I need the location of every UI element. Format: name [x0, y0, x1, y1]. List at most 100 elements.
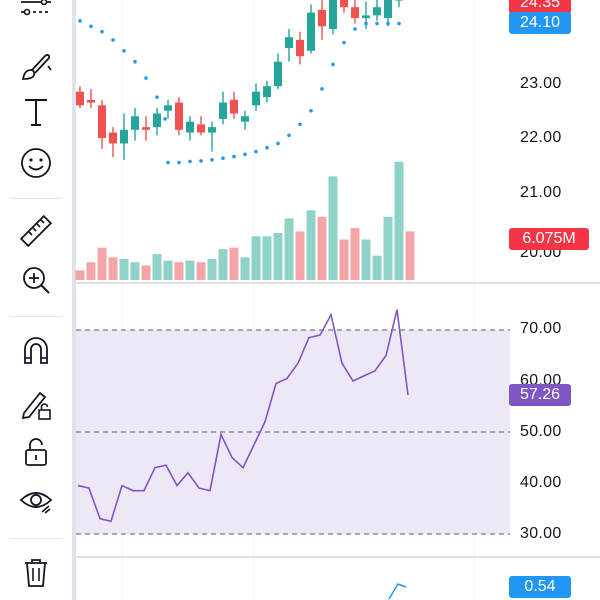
psar-dot — [144, 76, 148, 80]
panel-separator[interactable] — [76, 282, 600, 284]
psar-dot — [375, 21, 379, 26]
emoji-tool-button[interactable] — [14, 141, 58, 185]
rsi-axis-tick: 40.00 — [520, 474, 562, 491]
psar-dot — [276, 141, 280, 146]
volume-bar — [350, 228, 360, 280]
candle-body — [384, 0, 392, 19]
candle-body — [395, 0, 403, 1]
candle-body — [142, 127, 150, 130]
psar-dot — [342, 40, 346, 45]
volume-bar — [152, 254, 162, 280]
psar-dot — [364, 21, 368, 26]
brush-icon — [21, 54, 52, 80]
volume-bar — [262, 236, 272, 280]
volume-bar — [240, 257, 250, 280]
volume-bar — [405, 231, 415, 280]
trend-line-tool-button[interactable] — [14, 0, 58, 32]
candle-body — [252, 91, 260, 106]
volume-bar — [273, 233, 283, 280]
rsi-axis-tick: 30.00 — [520, 525, 562, 542]
bottom-indicator-panel — [388, 583, 407, 600]
rsi-panel — [76, 309, 510, 535]
psar-dot — [122, 49, 126, 53]
volume-bar — [229, 247, 239, 280]
toolbar-separator — [10, 538, 62, 539]
candle-body — [329, 0, 337, 30]
psar-dot — [163, 117, 167, 121]
bottom-indicator-line — [388, 583, 407, 600]
candle-body — [197, 124, 205, 133]
volume-bar — [361, 239, 371, 280]
psar-dot — [221, 156, 225, 160]
psar-dot — [166, 160, 170, 165]
text-tool-button[interactable] — [14, 90, 58, 134]
emoji-icon — [21, 148, 51, 178]
volume-bar — [108, 257, 118, 280]
psar-dot — [254, 149, 258, 154]
candle-body — [373, 7, 381, 16]
candle-body — [219, 102, 227, 119]
volume-bar — [284, 218, 294, 280]
price-high-badge: 24.35 — [509, 0, 571, 14]
rsi-axis-tick: 70.00 — [520, 320, 562, 337]
delete-drawings-button[interactable] — [14, 550, 58, 594]
candle-body — [340, 0, 348, 8]
candle-body — [274, 61, 282, 87]
unlock-button[interactable] — [14, 430, 58, 474]
psar-dot — [210, 158, 214, 162]
ruler-icon — [19, 214, 53, 248]
magnet-tool-button[interactable] — [14, 328, 58, 372]
psar-dot — [353, 27, 357, 31]
drawing-toolbar — [0, 0, 72, 600]
volume-bar — [317, 216, 327, 280]
ruler-tool-button[interactable] — [14, 209, 58, 253]
candle-body — [285, 37, 293, 49]
volume-bar — [295, 231, 305, 280]
psar-dot — [155, 95, 159, 99]
candle-body — [296, 39, 304, 57]
candle-body — [164, 105, 172, 111]
zoom-in-icon — [23, 267, 50, 294]
candle-body — [208, 127, 216, 133]
volume-bar — [119, 258, 129, 280]
volume-bar — [328, 176, 338, 280]
candle-body — [109, 132, 117, 144]
toolbar-divider[interactable] — [72, 0, 76, 600]
psar-dot — [133, 59, 137, 64]
psar-dot — [78, 19, 82, 23]
candle-body — [98, 105, 106, 138]
magnet-icon — [24, 337, 48, 364]
zoom-in-tool-button[interactable] — [14, 258, 58, 302]
visibility-button[interactable] — [14, 478, 58, 522]
trend-line-icon — [21, 0, 51, 16]
psar-dot — [287, 133, 291, 138]
candle-body — [175, 102, 183, 130]
price-axis-tick: 23.00 — [520, 75, 562, 92]
volume-bar — [218, 249, 228, 280]
candle-body — [241, 116, 249, 122]
volume-bar — [97, 247, 107, 280]
psar-dot — [386, 21, 390, 26]
lock-drawings-button[interactable] — [14, 382, 58, 426]
brush-tool-button[interactable] — [14, 44, 58, 88]
psar-dot — [265, 146, 269, 150]
candle-body — [351, 7, 359, 19]
candle-body — [120, 129, 128, 144]
rsi-line — [77, 309, 409, 523]
price-axis-tick: 21.00 — [520, 184, 562, 201]
volume-bar — [141, 265, 151, 280]
volume-bar — [196, 262, 206, 280]
psar-dot — [177, 160, 181, 165]
psar-dot — [199, 159, 203, 163]
psar-dot — [298, 122, 302, 127]
candle-body — [131, 116, 139, 130]
psar-dot — [243, 152, 247, 157]
psar-dot — [232, 154, 236, 159]
psar-dot — [331, 62, 335, 67]
volume-bar — [207, 258, 217, 280]
volume-bar — [163, 260, 173, 280]
lock-drawings-icon — [21, 391, 51, 420]
candle-body — [307, 12, 315, 51]
panel-separator[interactable] — [76, 556, 600, 558]
